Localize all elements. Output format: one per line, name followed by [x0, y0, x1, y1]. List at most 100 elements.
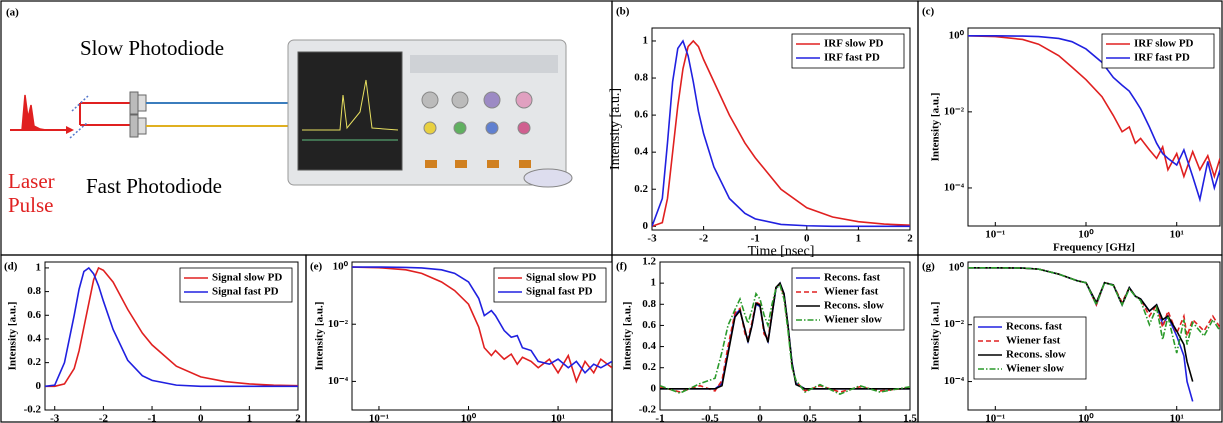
legend-box: [179, 267, 293, 303]
panel-frame: [917, 254, 1223, 423]
y-tick-label: 0: [651, 382, 657, 394]
series-line: [968, 34, 1220, 203]
x-tick-label: -3: [647, 233, 657, 245]
y-tick-label: 1.2: [642, 256, 656, 268]
y-tick-label: 0.8: [634, 72, 648, 84]
series-line: [45, 266, 298, 388]
x-tick-label: -1: [147, 413, 156, 423]
x-tick-label: 1.5: [903, 413, 917, 423]
panel-label: (b): [616, 6, 630, 18]
y-axis-label: Intensity [a.u.]: [314, 302, 326, 371]
setup-diagram: (a) Slow Photodiode Fast Photodi: [6, 7, 573, 217]
x-tick-label: 2: [907, 233, 913, 245]
legend-label: Recons. fast: [1006, 321, 1063, 333]
pulse-label: Pulse: [8, 193, 54, 217]
x-tick-label: 2: [295, 413, 301, 423]
panel-label: (c): [922, 6, 935, 18]
y-tick-label: 0.6: [634, 109, 648, 121]
x-tick-label: 0: [757, 413, 763, 423]
knob: [517, 121, 531, 135]
connector: [455, 160, 467, 168]
legend-label: Signal slow PD: [212, 272, 282, 284]
panel-label: (f): [616, 261, 627, 273]
y-tick-label: 10⁰: [333, 261, 349, 273]
legend-label: IRF slow PD: [1134, 38, 1194, 50]
slow-photodiode-label: Slow Photodiode: [80, 36, 224, 60]
y-tick-label: 0.2: [634, 183, 648, 195]
legend-label: Recons. fast: [824, 272, 881, 284]
scope-buttons: [410, 55, 558, 73]
y-tick-label: -0.2: [639, 404, 657, 416]
series-line: [352, 266, 612, 375]
knob: [423, 121, 437, 135]
y-axis-label: Intensity [a.u.]: [930, 302, 942, 371]
legend-label: Wiener fast: [824, 286, 879, 298]
photodiode: [137, 94, 147, 112]
x-tick-label: -0.5: [701, 413, 719, 423]
legend-box: [493, 267, 607, 303]
legend-box: [1101, 33, 1215, 69]
y-tick-label: 10⁻²: [944, 105, 965, 117]
knob: [483, 91, 501, 109]
arrow: [66, 126, 74, 134]
y-tick-label: 0.8: [27, 285, 41, 297]
y-tick-label: 0.4: [27, 332, 41, 344]
series-line: [660, 283, 910, 396]
scope-trace: [302, 79, 399, 131]
x-tick-label: 1: [856, 233, 862, 245]
legend-label: Signal slow PD: [526, 272, 596, 284]
knob: [453, 121, 467, 135]
legend-label: Wiener fast: [1006, 335, 1061, 347]
x-tick-label: 10⁻¹: [985, 229, 1005, 241]
y-tick-label: 0: [643, 220, 649, 232]
y-tick-label: 10⁻⁴: [328, 375, 349, 387]
x-tick-label: -1: [655, 413, 664, 423]
x-tick-label: 10⁰: [1078, 229, 1094, 241]
y-axis-label: Intensity [a.u.]: [608, 88, 623, 170]
series-line: [652, 39, 910, 228]
scope-screen: [297, 51, 403, 171]
panel-label: (d): [4, 261, 18, 273]
knob: [451, 91, 469, 109]
photodiode: [129, 114, 139, 138]
y-tick-label: 0.4: [642, 340, 656, 352]
y-tick-label: 0.6: [27, 309, 41, 321]
series-line: [352, 266, 612, 384]
x-tick-label: 10⁻¹: [369, 413, 389, 423]
beam-splitter: [69, 121, 89, 139]
legend-label: Signal fast PD: [212, 286, 279, 298]
x-tick-label: 10¹: [551, 413, 565, 423]
y-tick-label: 1: [36, 261, 42, 273]
y-tick-label: 1: [651, 277, 657, 289]
y-tick-label: 0: [36, 380, 42, 392]
laser-pulse: [12, 94, 47, 131]
x-axis-label: Time [nsec]: [748, 244, 815, 259]
y-tick-label: 10⁻⁴: [944, 181, 965, 193]
legend-label: Wiener slow: [824, 314, 882, 326]
legend-label: Recons. slow: [1006, 349, 1066, 361]
series-line: [652, 39, 910, 228]
mouse: [523, 168, 573, 188]
x-tick-label: -3: [50, 413, 60, 423]
x-tick-label: 1: [857, 413, 863, 423]
x-tick-label: 10¹: [1170, 229, 1184, 241]
legend-label: IRF slow PD: [824, 38, 884, 50]
x-tick-label: 0.5: [803, 413, 817, 423]
y-axis-label: Intensity [a.u.]: [7, 302, 19, 371]
knob: [515, 91, 533, 109]
laser-label: Laser: [8, 169, 55, 193]
knob: [421, 91, 439, 109]
fast-photodiode-label: Fast Photodiode: [86, 174, 222, 198]
x-tick-label: 10⁰: [1078, 413, 1094, 423]
y-tick-label: 10⁻⁴: [944, 375, 965, 387]
photodiode: [129, 91, 139, 115]
y-tick-label: -0.2: [24, 404, 42, 416]
panel-label: (g): [922, 261, 935, 273]
y-tick-label: 0.6: [642, 319, 656, 331]
y-tick-label: 1: [643, 35, 649, 47]
legend-label: Wiener slow: [1006, 363, 1064, 375]
x-tick-label: -1: [751, 233, 760, 245]
knob: [485, 121, 499, 135]
x-tick-label: 0: [198, 413, 204, 423]
